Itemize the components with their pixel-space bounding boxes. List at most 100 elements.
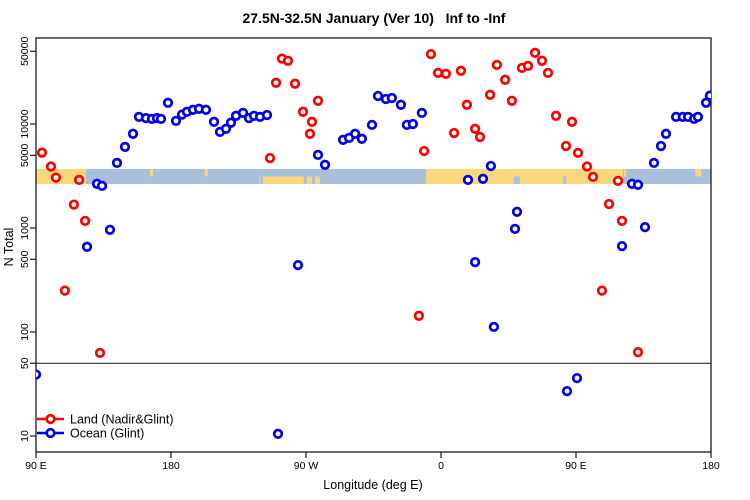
x-tick-label: 90 W	[294, 460, 319, 472]
data-point-ocean	[155, 113, 167, 125]
data-point-ocean	[648, 157, 660, 169]
data-point-ocean	[416, 107, 428, 119]
series-land	[36, 47, 644, 359]
map-band	[36, 168, 711, 184]
plot-frame	[35, 37, 712, 453]
data-point-land	[418, 145, 430, 157]
y-axis-label: N Total	[2, 227, 16, 267]
data-point-ocean	[366, 119, 378, 131]
y-axis: 50000 10000 5000 1000 500 100 50 10	[19, 37, 36, 442]
data-point-ocean	[632, 179, 644, 190]
data-point-land	[68, 199, 80, 210]
legend-marker	[45, 427, 56, 439]
map-band-patch-ocean	[513, 176, 520, 184]
map-band-segment-land	[426, 168, 623, 184]
data-point-ocean	[386, 92, 398, 104]
data-point-ocean	[237, 107, 249, 119]
data-point-ocean	[127, 128, 139, 139]
data-point-ocean	[349, 128, 361, 139]
data-point-land	[413, 310, 425, 321]
data-point-land	[282, 55, 294, 66]
data-point-land	[506, 95, 518, 106]
data-point-ocean	[225, 117, 237, 128]
data-point-land	[73, 174, 85, 186]
data-point-land	[79, 215, 91, 227]
data-point-ocean	[372, 90, 384, 102]
y-tick-label: 50000	[19, 37, 31, 66]
data-point-land	[616, 215, 628, 227]
map-band-patch-land	[150, 168, 153, 177]
data-point-ocean	[485, 160, 497, 172]
y-tick-label: 100	[19, 323, 31, 341]
data-point-ocean	[469, 256, 481, 268]
x-tick-label: 180	[162, 460, 180, 472]
data-point-land	[566, 116, 578, 127]
legend-marker	[45, 413, 56, 425]
data-point-land	[455, 65, 467, 76]
points-layer	[36, 47, 711, 439]
data-point-land	[560, 140, 572, 152]
data-point-land	[312, 95, 324, 106]
data-point-land	[499, 74, 511, 85]
data-point-ocean	[312, 149, 324, 161]
x-tick-label: 90 E	[565, 460, 587, 472]
data-point-ocean	[488, 321, 500, 333]
data-point-land	[45, 161, 57, 172]
data-point-land	[491, 59, 503, 71]
data-point-land	[474, 131, 486, 143]
data-point-land	[536, 55, 548, 66]
map-band-segment-ocean	[622, 168, 711, 184]
data-point-land	[603, 198, 615, 210]
data-point-ocean	[292, 259, 304, 271]
data-point-ocean	[261, 109, 273, 121]
data-point-land	[587, 171, 599, 183]
data-point-ocean	[119, 141, 131, 153]
y-tick-label: 10	[19, 430, 31, 442]
y-tick-label: 50	[19, 357, 31, 369]
data-point-ocean	[272, 428, 284, 439]
data-point-ocean	[561, 385, 573, 397]
legend: Land (Nadir&Glint)Ocean (Glint)	[37, 413, 174, 441]
data-point-land	[297, 106, 309, 117]
data-point-ocean	[509, 223, 521, 235]
map-band-segment-land	[36, 168, 86, 184]
data-point-ocean	[104, 224, 116, 235]
data-point-land	[50, 172, 62, 183]
data-point-ocean	[81, 241, 93, 252]
data-point-ocean	[36, 369, 42, 380]
data-point-land	[572, 147, 584, 159]
data-point-land	[304, 128, 316, 139]
data-point-land	[264, 152, 276, 164]
chart-title: 27.5N-32.5N January (Ver 10) Inf to -Inf	[242, 10, 506, 26]
data-point-land	[289, 78, 301, 89]
map-band-patch-ocean	[260, 176, 263, 184]
data-point-land	[484, 89, 496, 100]
data-point-land	[596, 285, 608, 296]
data-point-ocean	[319, 159, 331, 170]
data-point-land	[542, 67, 554, 79]
map-band-patch-land	[695, 168, 702, 177]
map-band-patch-land	[624, 168, 627, 177]
data-point-land	[632, 347, 644, 358]
series-ocean	[36, 90, 711, 439]
data-point-land	[550, 110, 562, 121]
map-band-patch-land	[259, 176, 320, 184]
x-tick-label: 180	[702, 460, 720, 472]
data-point-land	[529, 47, 541, 58]
data-point-ocean	[462, 174, 474, 186]
data-point-ocean	[477, 173, 489, 184]
data-point-land	[36, 147, 48, 158]
data-point-ocean	[208, 116, 220, 127]
data-point-ocean	[200, 104, 212, 115]
data-point-land	[469, 123, 481, 134]
data-point-land	[94, 347, 106, 359]
map-band-patch-ocean	[303, 176, 307, 184]
x-axis-label: Longitude (deg E)	[323, 478, 423, 492]
x-tick-label: 90 E	[25, 460, 47, 472]
data-point-ocean	[655, 140, 667, 152]
data-point-ocean	[616, 240, 628, 252]
data-point-ocean	[639, 221, 651, 233]
data-point-land	[461, 99, 473, 110]
data-point-land	[432, 67, 444, 79]
